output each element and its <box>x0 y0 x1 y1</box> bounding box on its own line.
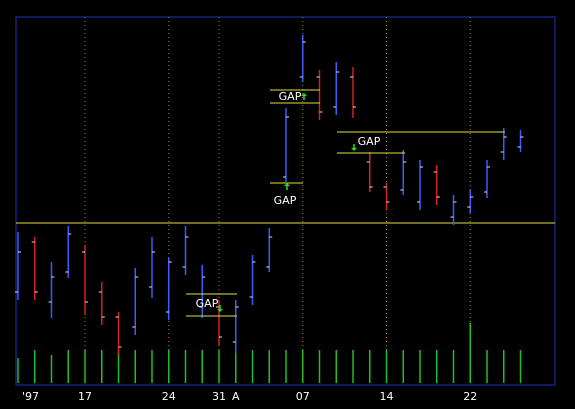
gap-arrow-head <box>301 93 307 96</box>
x-tick-label: 14 <box>380 390 394 403</box>
x-tick-label: A <box>232 390 240 403</box>
gap-arrow-head <box>351 148 357 151</box>
x-tick-label: 17 <box>78 390 92 403</box>
gap-label: GAP <box>274 194 297 207</box>
gap-label: GAP <box>358 135 381 148</box>
gap-label: GAP <box>196 297 219 310</box>
gap-label: GAP <box>279 90 302 103</box>
x-tick-label: 22 <box>463 390 477 403</box>
x-tick-label: 24 <box>162 390 176 403</box>
x-tick-label: 31 <box>212 390 226 403</box>
x-tick-label: 07 <box>296 390 310 403</box>
gap-arrow-head <box>217 309 223 312</box>
gap-arrow-head <box>284 183 290 186</box>
plot-frame <box>15 16 556 386</box>
x-tick-label: '97 <box>22 390 39 403</box>
